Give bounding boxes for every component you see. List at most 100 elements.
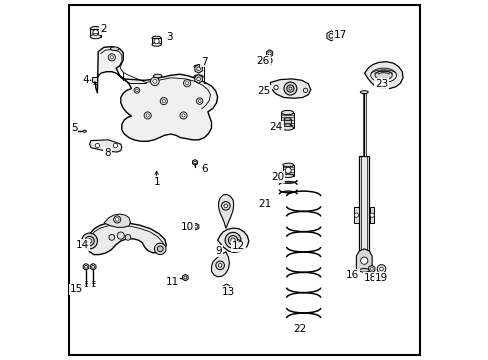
Text: 17: 17: [333, 30, 346, 40]
Polygon shape: [326, 31, 335, 41]
Circle shape: [224, 286, 227, 289]
Ellipse shape: [281, 111, 293, 115]
Circle shape: [196, 77, 200, 81]
Polygon shape: [368, 265, 374, 273]
Ellipse shape: [282, 163, 293, 167]
Polygon shape: [270, 79, 310, 98]
Ellipse shape: [362, 92, 366, 94]
Circle shape: [215, 261, 224, 270]
Circle shape: [224, 204, 227, 208]
Text: 22: 22: [293, 324, 306, 334]
Circle shape: [113, 216, 121, 223]
Polygon shape: [90, 264, 96, 270]
Polygon shape: [89, 140, 122, 152]
Polygon shape: [217, 228, 248, 252]
Circle shape: [267, 52, 271, 55]
Ellipse shape: [359, 269, 368, 272]
Bar: [284, 119, 290, 125]
Text: 9: 9: [215, 246, 222, 256]
Ellipse shape: [110, 47, 119, 50]
Text: 13: 13: [221, 287, 235, 297]
Circle shape: [194, 225, 197, 228]
Circle shape: [87, 239, 92, 243]
Circle shape: [153, 80, 157, 83]
Text: 11: 11: [165, 277, 178, 287]
Circle shape: [235, 242, 239, 246]
Circle shape: [198, 100, 201, 103]
Text: 1: 1: [153, 177, 160, 187]
Ellipse shape: [284, 118, 290, 120]
Circle shape: [230, 238, 235, 242]
Circle shape: [92, 265, 94, 268]
Text: 18: 18: [364, 273, 377, 283]
Circle shape: [369, 267, 372, 270]
Text: 16: 16: [346, 270, 359, 280]
Circle shape: [125, 234, 131, 240]
Circle shape: [379, 267, 383, 271]
Circle shape: [284, 82, 296, 95]
Circle shape: [144, 112, 151, 119]
Polygon shape: [364, 62, 402, 89]
Circle shape: [369, 213, 373, 217]
Polygon shape: [86, 222, 166, 255]
Ellipse shape: [90, 35, 101, 39]
Text: 21: 21: [258, 199, 271, 210]
Text: 26: 26: [256, 56, 269, 66]
Ellipse shape: [374, 71, 391, 80]
Polygon shape: [193, 224, 199, 230]
Polygon shape: [96, 46, 217, 141]
Bar: [369, 207, 373, 223]
Circle shape: [115, 218, 119, 221]
Text: 10: 10: [180, 222, 193, 232]
Ellipse shape: [194, 65, 203, 68]
Polygon shape: [195, 75, 202, 83]
Circle shape: [113, 143, 117, 148]
Circle shape: [162, 99, 165, 103]
Ellipse shape: [360, 91, 367, 94]
Circle shape: [288, 87, 291, 90]
Text: 20: 20: [270, 172, 284, 182]
Polygon shape: [104, 214, 130, 227]
Text: 3: 3: [165, 32, 172, 42]
Circle shape: [182, 114, 185, 117]
Text: 6: 6: [202, 163, 208, 174]
Polygon shape: [223, 284, 229, 291]
Circle shape: [183, 276, 186, 279]
Circle shape: [328, 34, 333, 38]
Text: 7: 7: [201, 57, 207, 67]
Circle shape: [233, 239, 241, 248]
Text: 19: 19: [374, 273, 387, 283]
Polygon shape: [192, 159, 197, 165]
Polygon shape: [211, 252, 229, 277]
Polygon shape: [266, 50, 272, 57]
Circle shape: [108, 54, 115, 61]
Circle shape: [228, 235, 237, 245]
Circle shape: [180, 112, 187, 119]
Circle shape: [221, 202, 230, 210]
Circle shape: [157, 246, 163, 252]
Ellipse shape: [282, 174, 293, 177]
Circle shape: [93, 30, 99, 36]
Polygon shape: [182, 274, 188, 281]
Ellipse shape: [194, 75, 203, 78]
Circle shape: [95, 143, 100, 148]
Circle shape: [154, 39, 159, 44]
Circle shape: [110, 56, 113, 59]
Ellipse shape: [152, 36, 161, 40]
Polygon shape: [218, 194, 233, 228]
Circle shape: [160, 98, 167, 105]
Circle shape: [183, 80, 190, 87]
Ellipse shape: [153, 74, 162, 78]
Circle shape: [154, 243, 165, 255]
Circle shape: [285, 167, 290, 173]
Text: 14: 14: [76, 240, 89, 250]
Polygon shape: [195, 64, 202, 73]
Ellipse shape: [82, 130, 86, 132]
Text: 25: 25: [257, 86, 270, 96]
Circle shape: [74, 130, 76, 132]
Circle shape: [353, 213, 358, 217]
Ellipse shape: [90, 27, 101, 31]
Text: 4: 4: [82, 75, 89, 85]
Bar: [281, 113, 293, 128]
Circle shape: [303, 88, 307, 93]
